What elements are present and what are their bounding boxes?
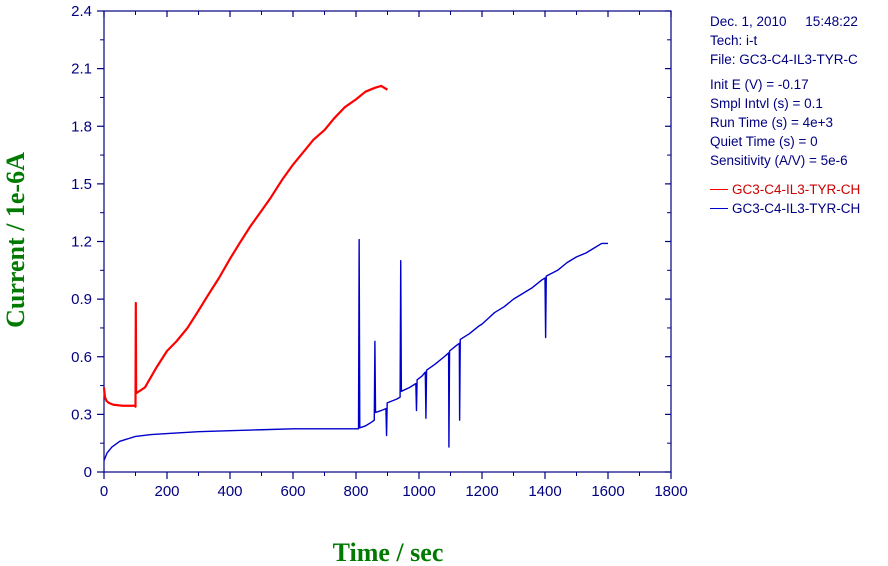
legend-swatch-red	[710, 189, 728, 190]
info-smpl-intvl: Smpl Intvl (s) = 0.1	[710, 96, 823, 111]
y-tick-label: 1.5	[71, 176, 92, 193]
info-tech-line: Tech: i-t	[710, 33, 758, 48]
y-axis-title: Current / 1e-6A	[1, 152, 30, 328]
x-tick-label: 800	[343, 483, 368, 500]
y-tick-label: 1.2	[71, 234, 92, 251]
y-tick-label: 1.8	[71, 118, 92, 135]
x-tick-label: 1400	[528, 483, 561, 500]
y-tick-label: 2.4	[71, 3, 92, 20]
info-sensitivity: Sensitivity (A/V) = 5e-6	[710, 153, 848, 168]
y-tick-label: 2.1	[71, 61, 92, 78]
legend-entry-red: GC3-C4-IL3-TYR-CH	[710, 180, 860, 199]
x-tick-label: 1800	[654, 483, 687, 500]
x-tick-label: 400	[217, 483, 242, 500]
info-init-e: Init E (V) = -0.17	[710, 77, 809, 92]
x-tick-label: 600	[280, 483, 305, 500]
x-tick-label: 1600	[591, 483, 624, 500]
legend-entry-blue: GC3-C4-IL3-TYR-CH	[710, 199, 860, 218]
info-quiet-time: Quiet Time (s) = 0	[710, 134, 818, 149]
x-tick-label: 0	[100, 483, 108, 500]
legend-label-red: GC3-C4-IL3-TYR-CH	[732, 182, 861, 197]
info-file-line: File: GC3-C4-IL3-TYR-C	[710, 52, 858, 67]
legend-swatch-blue	[710, 208, 728, 209]
x-tick-label: 1000	[402, 483, 435, 500]
y-tick-label: 0.9	[71, 291, 92, 308]
series-line-blue	[103, 238, 608, 461]
legend-label-blue: GC3-C4-IL3-TYR-CH	[732, 201, 861, 216]
info-run-time: Run Time (s) = 4e+3	[710, 115, 834, 130]
y-tick-label: 0.3	[71, 406, 92, 423]
run-info-panel: Dec. 1, 2010 15:48:22 Tech: i-t File: GC…	[710, 12, 860, 218]
x-axis-title: Time / sec	[333, 538, 444, 566]
info-date-line: Dec. 1, 2010 15:48:22	[710, 14, 858, 29]
series-line-red	[102, 84, 389, 408]
x-tick-label: 200	[154, 483, 179, 500]
y-tick-label: 0.6	[71, 349, 92, 366]
y-tick-label: 0	[84, 464, 92, 481]
x-tick-label: 1200	[465, 483, 498, 500]
